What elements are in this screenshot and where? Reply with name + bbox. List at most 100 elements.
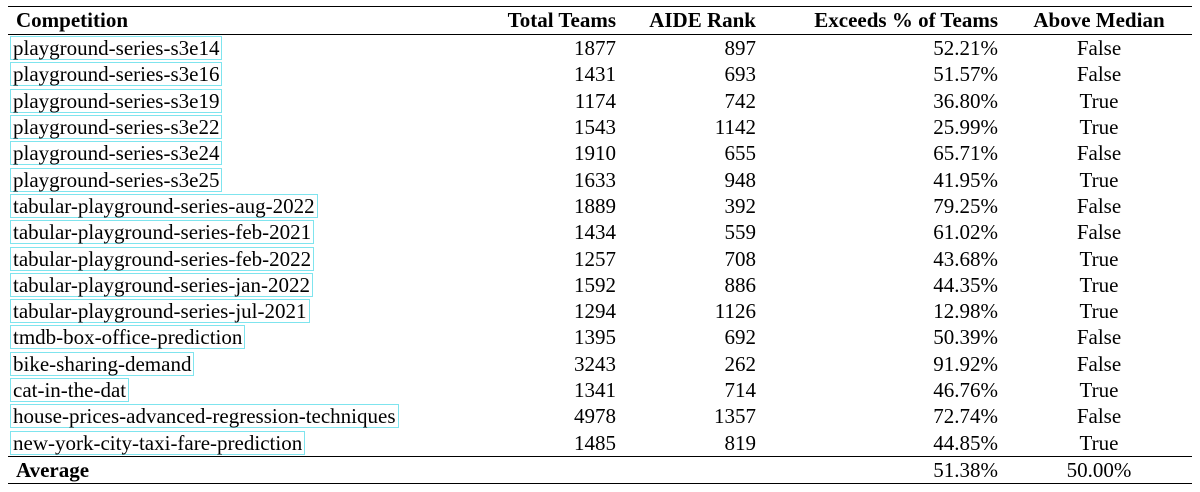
total-teams-cell: 1633 <box>574 167 616 192</box>
exceeds-cell: 51.57% <box>933 62 998 87</box>
competition-cell: playground-series-s3e22 <box>8 114 478 140</box>
exceeds-cell: 41.95% <box>933 167 998 192</box>
results-table-container: Competition Total Teams AIDE Rank Exceed… <box>8 6 1192 484</box>
exceeds-cell: 44.35% <box>933 272 998 297</box>
total-teams-cell: 1485 <box>574 430 616 455</box>
competition-link[interactable]: playground-series-s3e24 <box>10 141 223 166</box>
competition-link[interactable]: tabular-playground-series-feb-2022 <box>10 246 315 271</box>
table-row: cat-in-the-dat 1341 714 46.76% True <box>8 377 1192 403</box>
average-rank <box>624 456 764 483</box>
table-row: tmdb-box-office-prediction 1395 692 50.39% F… <box>8 324 1192 350</box>
above-median-cell: True <box>1079 246 1119 271</box>
table-row: playground-series-s3e24 1910 655 65.71% Fals… <box>8 140 1192 166</box>
exceeds-cell: 12.98% <box>933 299 998 324</box>
aide-rank-cell: 1126 <box>714 299 756 324</box>
average-label: Average <box>16 457 90 482</box>
total-teams-cell: 4978 <box>574 404 616 429</box>
table-row: tabular-playground-series-jul-2021 1294 11… <box>8 298 1192 324</box>
competition-link[interactable]: cat-in-the-dat <box>10 378 130 402</box>
competition-cell: tabular-playground-series-feb-2022 <box>8 245 478 271</box>
aide-rank-cell: 948 <box>724 167 757 192</box>
competition-cell: tmdb-box-office-prediction <box>8 324 478 350</box>
exceeds-cell: 65.71% <box>933 141 998 166</box>
exceeds-cell: 79.25% <box>933 193 998 218</box>
competition-cell: tabular-playground-series-jan-2022 <box>8 272 478 298</box>
header-exceeds: Exceeds % of Teams <box>814 8 998 32</box>
header-aide-rank: AIDE Rank <box>649 8 756 32</box>
table-row: tabular-playground-series-feb-2021 1434 55… <box>8 219 1192 245</box>
competition-cell: playground-series-s3e19 <box>8 88 478 114</box>
aide-rank-cell: 559 <box>724 220 757 245</box>
competition-cell: playground-series-s3e14 <box>8 35 478 62</box>
average-above-median: 50.00% <box>1066 457 1132 482</box>
aide-rank-cell: 708 <box>724 246 757 271</box>
competition-link[interactable]: tabular-playground-series-jul-2021 <box>10 299 310 324</box>
total-teams-cell: 1910 <box>574 141 616 166</box>
exceeds-cell: 91.92% <box>933 351 998 376</box>
table-row: house-prices-advanced-regression-techniq… <box>8 403 1192 429</box>
total-teams-cell: 1877 <box>574 36 616 61</box>
competition-link[interactable]: tabular-playground-series-aug-2022 <box>10 193 318 218</box>
competition-link[interactable]: tabular-playground-series-jan-2022 <box>10 272 313 297</box>
competition-link[interactable]: tabular-playground-series-feb-2021 <box>10 220 315 245</box>
above-median-cell: False <box>1076 193 1122 218</box>
total-teams-cell: 1592 <box>574 272 616 297</box>
above-median-cell: False <box>1076 325 1122 350</box>
above-median-cell: False <box>1076 351 1122 376</box>
competition-link[interactable]: playground-series-s3e14 <box>10 36 223 61</box>
competition-cell: playground-series-s3e24 <box>8 140 478 166</box>
competition-link[interactable]: playground-series-s3e19 <box>10 88 223 113</box>
exceeds-cell: 43.68% <box>933 246 998 271</box>
competition-cell: tabular-playground-series-jul-2021 <box>8 298 478 324</box>
total-teams-cell: 1889 <box>574 193 616 218</box>
aide-rank-cell: 392 <box>724 193 757 218</box>
above-median-cell: True <box>1079 272 1119 297</box>
competition-link[interactable]: tmdb-box-office-prediction <box>10 325 246 350</box>
above-median-cell: True <box>1079 430 1119 455</box>
total-teams-cell: 1294 <box>574 299 616 324</box>
header-above-median: Above Median <box>1033 8 1165 32</box>
competition-link[interactable]: playground-series-s3e22 <box>10 115 223 140</box>
table-row: tabular-playground-series-aug-2022 1889 39… <box>8 193 1192 219</box>
total-teams-cell: 1543 <box>574 115 616 140</box>
aide-rank-cell: 714 <box>724 378 757 402</box>
table-row: tabular-playground-series-feb-2022 1257 70… <box>8 245 1192 271</box>
exceeds-cell: 61.02% <box>933 220 998 245</box>
table-row: playground-series-s3e25 1633 948 41.95% True <box>8 166 1192 192</box>
aide-rank-cell: 655 <box>724 141 757 166</box>
average-exceeds: 51.38% <box>933 457 998 482</box>
header-competition: Competition <box>16 8 128 32</box>
table-row: playground-series-s3e19 1174 742 36.80% True <box>8 88 1192 114</box>
table-row: playground-series-s3e16 1431 693 51.57% Fals… <box>8 61 1192 87</box>
competition-cell: playground-series-s3e25 <box>8 166 478 192</box>
table-row: bike-sharing-demand 3243 262 91.92% False <box>8 351 1192 377</box>
exceeds-cell: 36.80% <box>933 88 998 113</box>
header-total-teams: Total Teams <box>507 8 616 32</box>
aide-rank-cell: 897 <box>724 36 757 61</box>
competition-cell: house-prices-advanced-regression-techniq… <box>8 403 478 429</box>
competition-link[interactable]: house-prices-advanced-regression-techniq… <box>10 404 399 429</box>
competition-cell: tabular-playground-series-feb-2021 <box>8 219 478 245</box>
header-row: Competition Total Teams AIDE Rank Exceed… <box>8 6 1192 35</box>
above-median-cell: False <box>1076 62 1122 87</box>
competition-link[interactable]: playground-series-s3e25 <box>10 167 223 192</box>
competition-cell: tabular-playground-series-aug-2022 <box>8 193 478 219</box>
total-teams-cell: 1431 <box>574 62 616 87</box>
table-body: playground-series-s3e14 1877 897 52.21% Fals… <box>8 35 1192 457</box>
results-table: Competition Total Teams AIDE Rank Exceed… <box>8 6 1192 484</box>
competition-link[interactable]: playground-series-s3e16 <box>10 62 223 87</box>
aide-rank-cell: 692 <box>724 325 757 350</box>
above-median-cell: True <box>1079 378 1119 402</box>
above-median-cell: False <box>1076 36 1122 61</box>
above-median-cell: False <box>1076 220 1122 245</box>
average-total <box>478 456 624 483</box>
total-teams-cell: 3243 <box>574 351 616 376</box>
above-median-cell: True <box>1079 88 1119 113</box>
aide-rank-cell: 1357 <box>714 404 756 429</box>
competition-link[interactable]: new-york-city-taxi-fare-prediction <box>10 430 306 455</box>
above-median-cell: True <box>1079 167 1119 192</box>
exceeds-cell: 25.99% <box>933 115 998 140</box>
total-teams-cell: 1257 <box>574 246 616 271</box>
competition-cell: new-york-city-taxi-fare-prediction <box>8 429 478 456</box>
competition-link[interactable]: bike-sharing-demand <box>10 351 195 376</box>
